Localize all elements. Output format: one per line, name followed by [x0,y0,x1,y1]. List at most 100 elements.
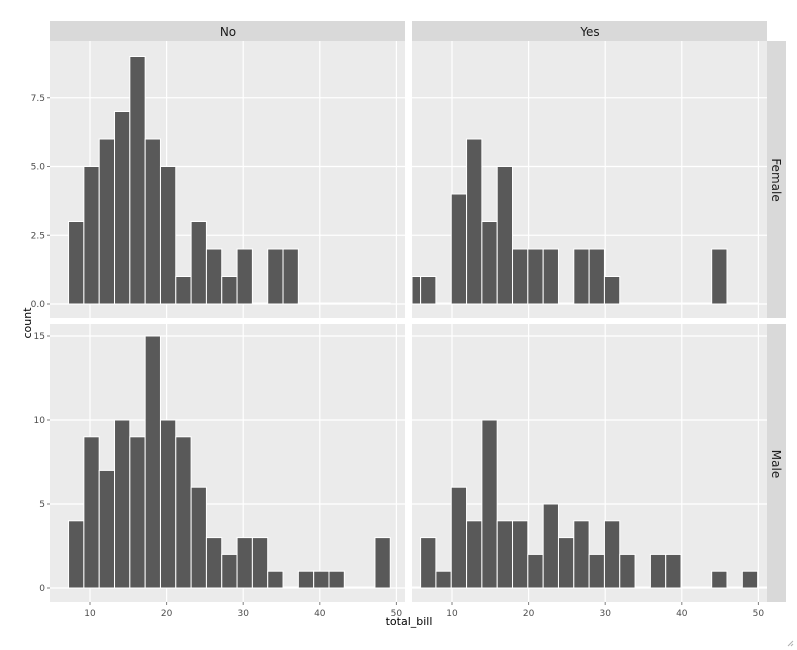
x-tick-label: 40 [314,609,326,619]
histogram-bar [741,302,759,305]
histogram-bar [68,520,85,589]
histogram-bar [328,570,345,589]
histogram-bar [481,221,498,305]
histogram-bar [711,248,728,305]
x-tick-label: 20 [161,609,173,619]
x-tick-label: 10 [84,609,96,619]
histogram-bar [297,302,315,305]
histogram-bar [542,248,559,305]
histogram-bar [588,248,605,305]
histogram-bar [68,221,85,305]
histogram-bar [359,586,376,589]
histogram-bar [695,586,713,589]
resize-grip-icon[interactable] [786,639,794,647]
y-tick-label: 5 [39,500,45,510]
histogram-bar [557,302,575,305]
histogram-bar [313,570,330,589]
histogram-bar [450,486,468,589]
histogram-bar [512,248,529,305]
histogram-bar [680,586,697,589]
col-strip-1 [412,21,767,41]
row-strip-0 [767,41,786,318]
row-strip-1 [767,324,786,602]
histogram-bar [603,276,621,305]
histogram-bar [205,537,223,589]
histogram-bar [343,586,361,589]
histogram-bar [267,570,284,589]
histogram-bar [665,553,682,589]
histogram-bar [481,419,498,589]
y-tick-label: 5.0 [31,163,46,173]
x-tick-label: 10 [446,609,458,619]
histogram-bar [496,166,514,305]
y-tick-label: 7.5 [31,94,45,104]
histogram-bar [129,56,146,305]
histogram-bar [313,302,330,305]
histogram-bar [527,553,544,589]
histogram-bar [420,276,437,305]
histogram-bar [573,248,590,305]
histogram-bar [267,248,284,305]
histogram-bar [159,166,177,305]
x-tick-label: 50 [391,609,403,619]
histogram-bar [512,520,529,589]
histogram-bar [175,276,192,305]
histogram-bar [411,276,422,305]
histogram-bar [343,302,361,305]
histogram-bar [297,570,315,589]
histogram-bar [114,419,131,589]
histogram-bar [649,302,667,305]
histogram-bar [557,537,575,589]
histogram-bar [114,111,131,305]
histogram-bar [236,248,253,305]
histogram-bar [190,486,207,589]
histogram-bar [726,586,743,589]
histogram-bar [374,302,391,305]
histogram-bar [328,302,345,305]
x-tick-label: 20 [523,609,535,619]
histogram-bar [757,586,768,589]
histogram-bar [450,193,468,305]
y-tick-label: 2.5 [31,231,45,241]
histogram-bar [603,520,621,589]
histogram-bar [144,138,161,305]
x-axis-title: total_bill [386,615,433,628]
y-axis-title: count [21,307,34,339]
histogram-bar [527,248,544,305]
histogram-bar [619,302,636,305]
histogram-bar [98,469,116,589]
row-strip-label-female: Female [769,158,783,201]
histogram-bar [282,586,299,589]
histogram-bar [129,436,146,589]
histogram-bar [221,276,238,305]
histogram-bar [83,166,100,305]
histogram-bar [236,537,253,589]
x-tick-label: 50 [753,609,765,619]
histogram-bar [634,586,651,589]
x-tick-label: 40 [676,609,688,619]
histogram-bar [711,570,728,589]
histogram-bars [68,56,768,589]
histogram-bar [726,302,743,305]
x-tick-label: 30 [599,609,611,619]
histogram-bar [649,553,667,589]
col-strip-label-yes: Yes [579,25,599,39]
histogram-bar [496,520,514,589]
histogram-bar [374,537,391,589]
col-strip-0 [50,21,405,41]
histogram-bar [680,302,697,305]
histogram-bar [542,503,559,589]
histogram-bar [282,248,299,305]
histogram-bar [251,302,269,305]
histogram-bar [190,221,207,305]
y-tick-label: 10 [34,416,46,426]
y-tick-label: 0 [39,584,45,594]
histogram-bar [159,419,177,589]
x-tick-label: 30 [237,609,249,619]
row-strip-label-male: Male [769,450,783,478]
facet-strips [50,21,786,602]
histogram-bar [435,302,452,305]
histogram-bar [466,138,483,305]
histogram-bar [435,570,452,589]
